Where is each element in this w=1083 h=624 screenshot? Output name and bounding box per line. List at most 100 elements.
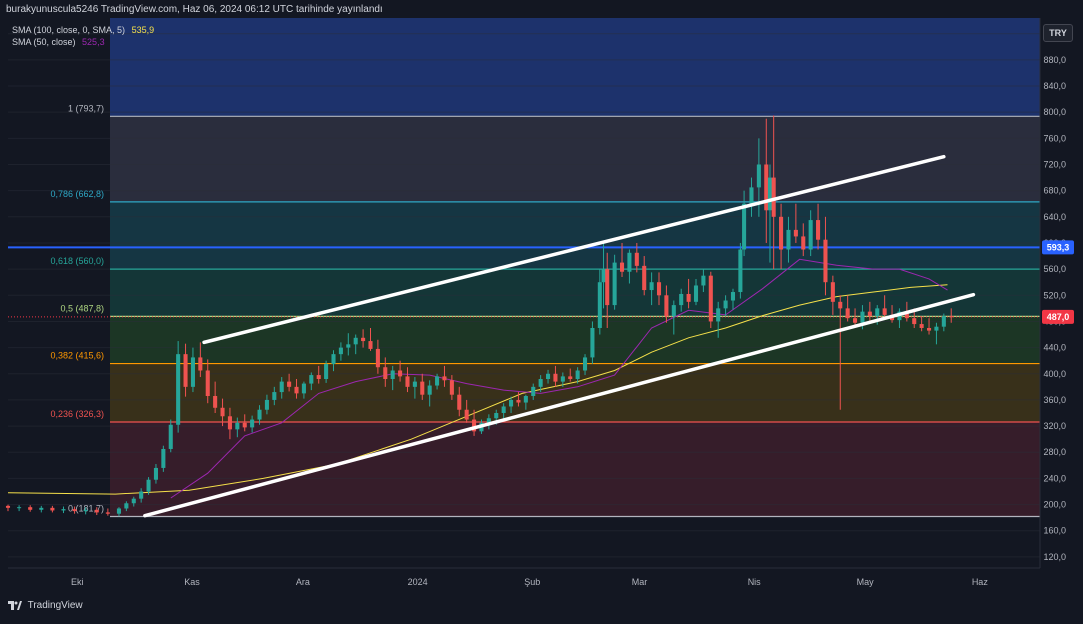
x-tick-label: Haz bbox=[972, 577, 989, 587]
candle-body bbox=[738, 249, 743, 293]
candle-body bbox=[708, 275, 713, 322]
y-tick-label: 840,0 bbox=[1043, 81, 1066, 91]
candle-body bbox=[435, 376, 440, 386]
y-tick-label: 560,0 bbox=[1043, 264, 1066, 274]
footer-brand[interactable]: TradingView bbox=[8, 600, 83, 611]
candle-body bbox=[494, 413, 499, 419]
candle-body bbox=[597, 282, 602, 328]
candle-body bbox=[168, 424, 173, 449]
candle-body bbox=[756, 164, 761, 188]
candle-body bbox=[72, 509, 77, 512]
candle-body bbox=[472, 419, 477, 432]
y-tick-label: 680,0 bbox=[1043, 186, 1066, 196]
fib-band bbox=[110, 316, 1040, 364]
y-tick-label: 800,0 bbox=[1043, 107, 1066, 117]
candle-body bbox=[131, 498, 136, 504]
y-tick-label: 240,0 bbox=[1043, 473, 1066, 483]
y-tick-label: 720,0 bbox=[1043, 159, 1066, 169]
candle-body bbox=[808, 220, 813, 250]
x-tick-label: May bbox=[857, 577, 875, 587]
candle-body bbox=[353, 337, 358, 345]
candle-body bbox=[941, 316, 946, 327]
candle-body bbox=[161, 448, 166, 468]
candle-body bbox=[346, 344, 351, 348]
candle-body bbox=[153, 467, 158, 480]
y-tick-label: 280,0 bbox=[1043, 447, 1066, 457]
candle-body bbox=[124, 503, 129, 509]
fib-level-label: 0,5 (487,8) bbox=[60, 303, 104, 313]
fib-level-label: 0,382 (415,6) bbox=[50, 351, 104, 361]
candle-body bbox=[664, 295, 669, 317]
legend-sma100[interactable]: SMA (100, close, 0, SMA, 5) 535,9 bbox=[12, 24, 158, 36]
candle-body bbox=[749, 187, 754, 204]
legend-sma100-label: SMA (100, close, 0, SMA, 5) bbox=[12, 25, 126, 35]
candle-body bbox=[601, 269, 606, 283]
candle-body bbox=[405, 376, 410, 387]
candle-body bbox=[146, 479, 151, 492]
candle-body bbox=[875, 308, 880, 317]
candle-body bbox=[257, 409, 262, 420]
candle-body bbox=[867, 311, 872, 317]
y-tick-label: 880,0 bbox=[1043, 55, 1066, 65]
horizontal-line-price-tag: 593,3 bbox=[1047, 242, 1070, 252]
candle-body bbox=[771, 177, 776, 217]
candle-body bbox=[838, 301, 843, 309]
candle-body bbox=[338, 347, 343, 355]
horizontal-line-price-tag-bg bbox=[1042, 240, 1074, 255]
candle-body bbox=[361, 337, 366, 342]
candle-body bbox=[375, 348, 380, 368]
candle-body bbox=[582, 357, 588, 371]
fib-level-label: 1 (793,7) bbox=[68, 103, 104, 113]
candle-body bbox=[634, 252, 639, 266]
legend-sma50[interactable]: SMA (50, close) 525,3 bbox=[12, 36, 158, 48]
y-tick-label: 760,0 bbox=[1043, 133, 1066, 143]
candle-body bbox=[279, 381, 284, 393]
candle-body bbox=[716, 308, 721, 322]
candle-body bbox=[50, 507, 55, 511]
candle-body bbox=[649, 282, 654, 291]
candle-body bbox=[793, 229, 798, 237]
x-tick-label: Ara bbox=[296, 577, 310, 587]
candle-body bbox=[264, 399, 269, 410]
candle-body bbox=[17, 507, 22, 509]
last-price-tag-bg bbox=[1042, 309, 1074, 324]
candle-body bbox=[331, 354, 336, 364]
y-tick-label: 520,0 bbox=[1043, 290, 1066, 300]
candle-body bbox=[242, 422, 247, 428]
candle-body bbox=[619, 262, 625, 272]
indicator-legend[interactable]: SMA (100, close, 0, SMA, 5) 535,9 SMA (5… bbox=[12, 24, 158, 48]
candle-body bbox=[904, 311, 909, 319]
candle-body bbox=[28, 507, 33, 510]
x-tick-label: Mar bbox=[632, 577, 648, 587]
candle-body bbox=[919, 324, 924, 328]
fib-band bbox=[110, 421, 1040, 517]
candle-body bbox=[420, 381, 425, 395]
candle-body bbox=[227, 416, 232, 430]
candle-body bbox=[39, 507, 44, 510]
candle-body bbox=[301, 383, 306, 394]
fib-band bbox=[110, 363, 1040, 422]
trendline bbox=[143, 292, 976, 518]
candle-body bbox=[605, 269, 610, 306]
candle-body bbox=[701, 275, 706, 286]
candle-body bbox=[575, 370, 580, 379]
candle-body bbox=[642, 265, 647, 291]
fib-level-label: 0,786 (662,8) bbox=[50, 189, 104, 199]
legend-sma100-value: 535,9 bbox=[131, 25, 155, 35]
candle-body bbox=[523, 396, 528, 403]
candle-body bbox=[183, 354, 188, 387]
candle-body bbox=[934, 326, 939, 331]
candle-body bbox=[546, 373, 551, 379]
candle-body bbox=[368, 341, 373, 349]
y-tick-label: 320,0 bbox=[1043, 421, 1066, 431]
candle-body bbox=[287, 381, 292, 387]
candle-body bbox=[686, 293, 691, 302]
candle-body bbox=[912, 318, 917, 325]
candle-body bbox=[294, 386, 299, 394]
currency-button[interactable]: TRY bbox=[1043, 24, 1073, 42]
x-tick-label: 2024 bbox=[408, 577, 428, 587]
x-tick-label: Eki bbox=[71, 577, 84, 587]
candle-body bbox=[845, 308, 850, 319]
